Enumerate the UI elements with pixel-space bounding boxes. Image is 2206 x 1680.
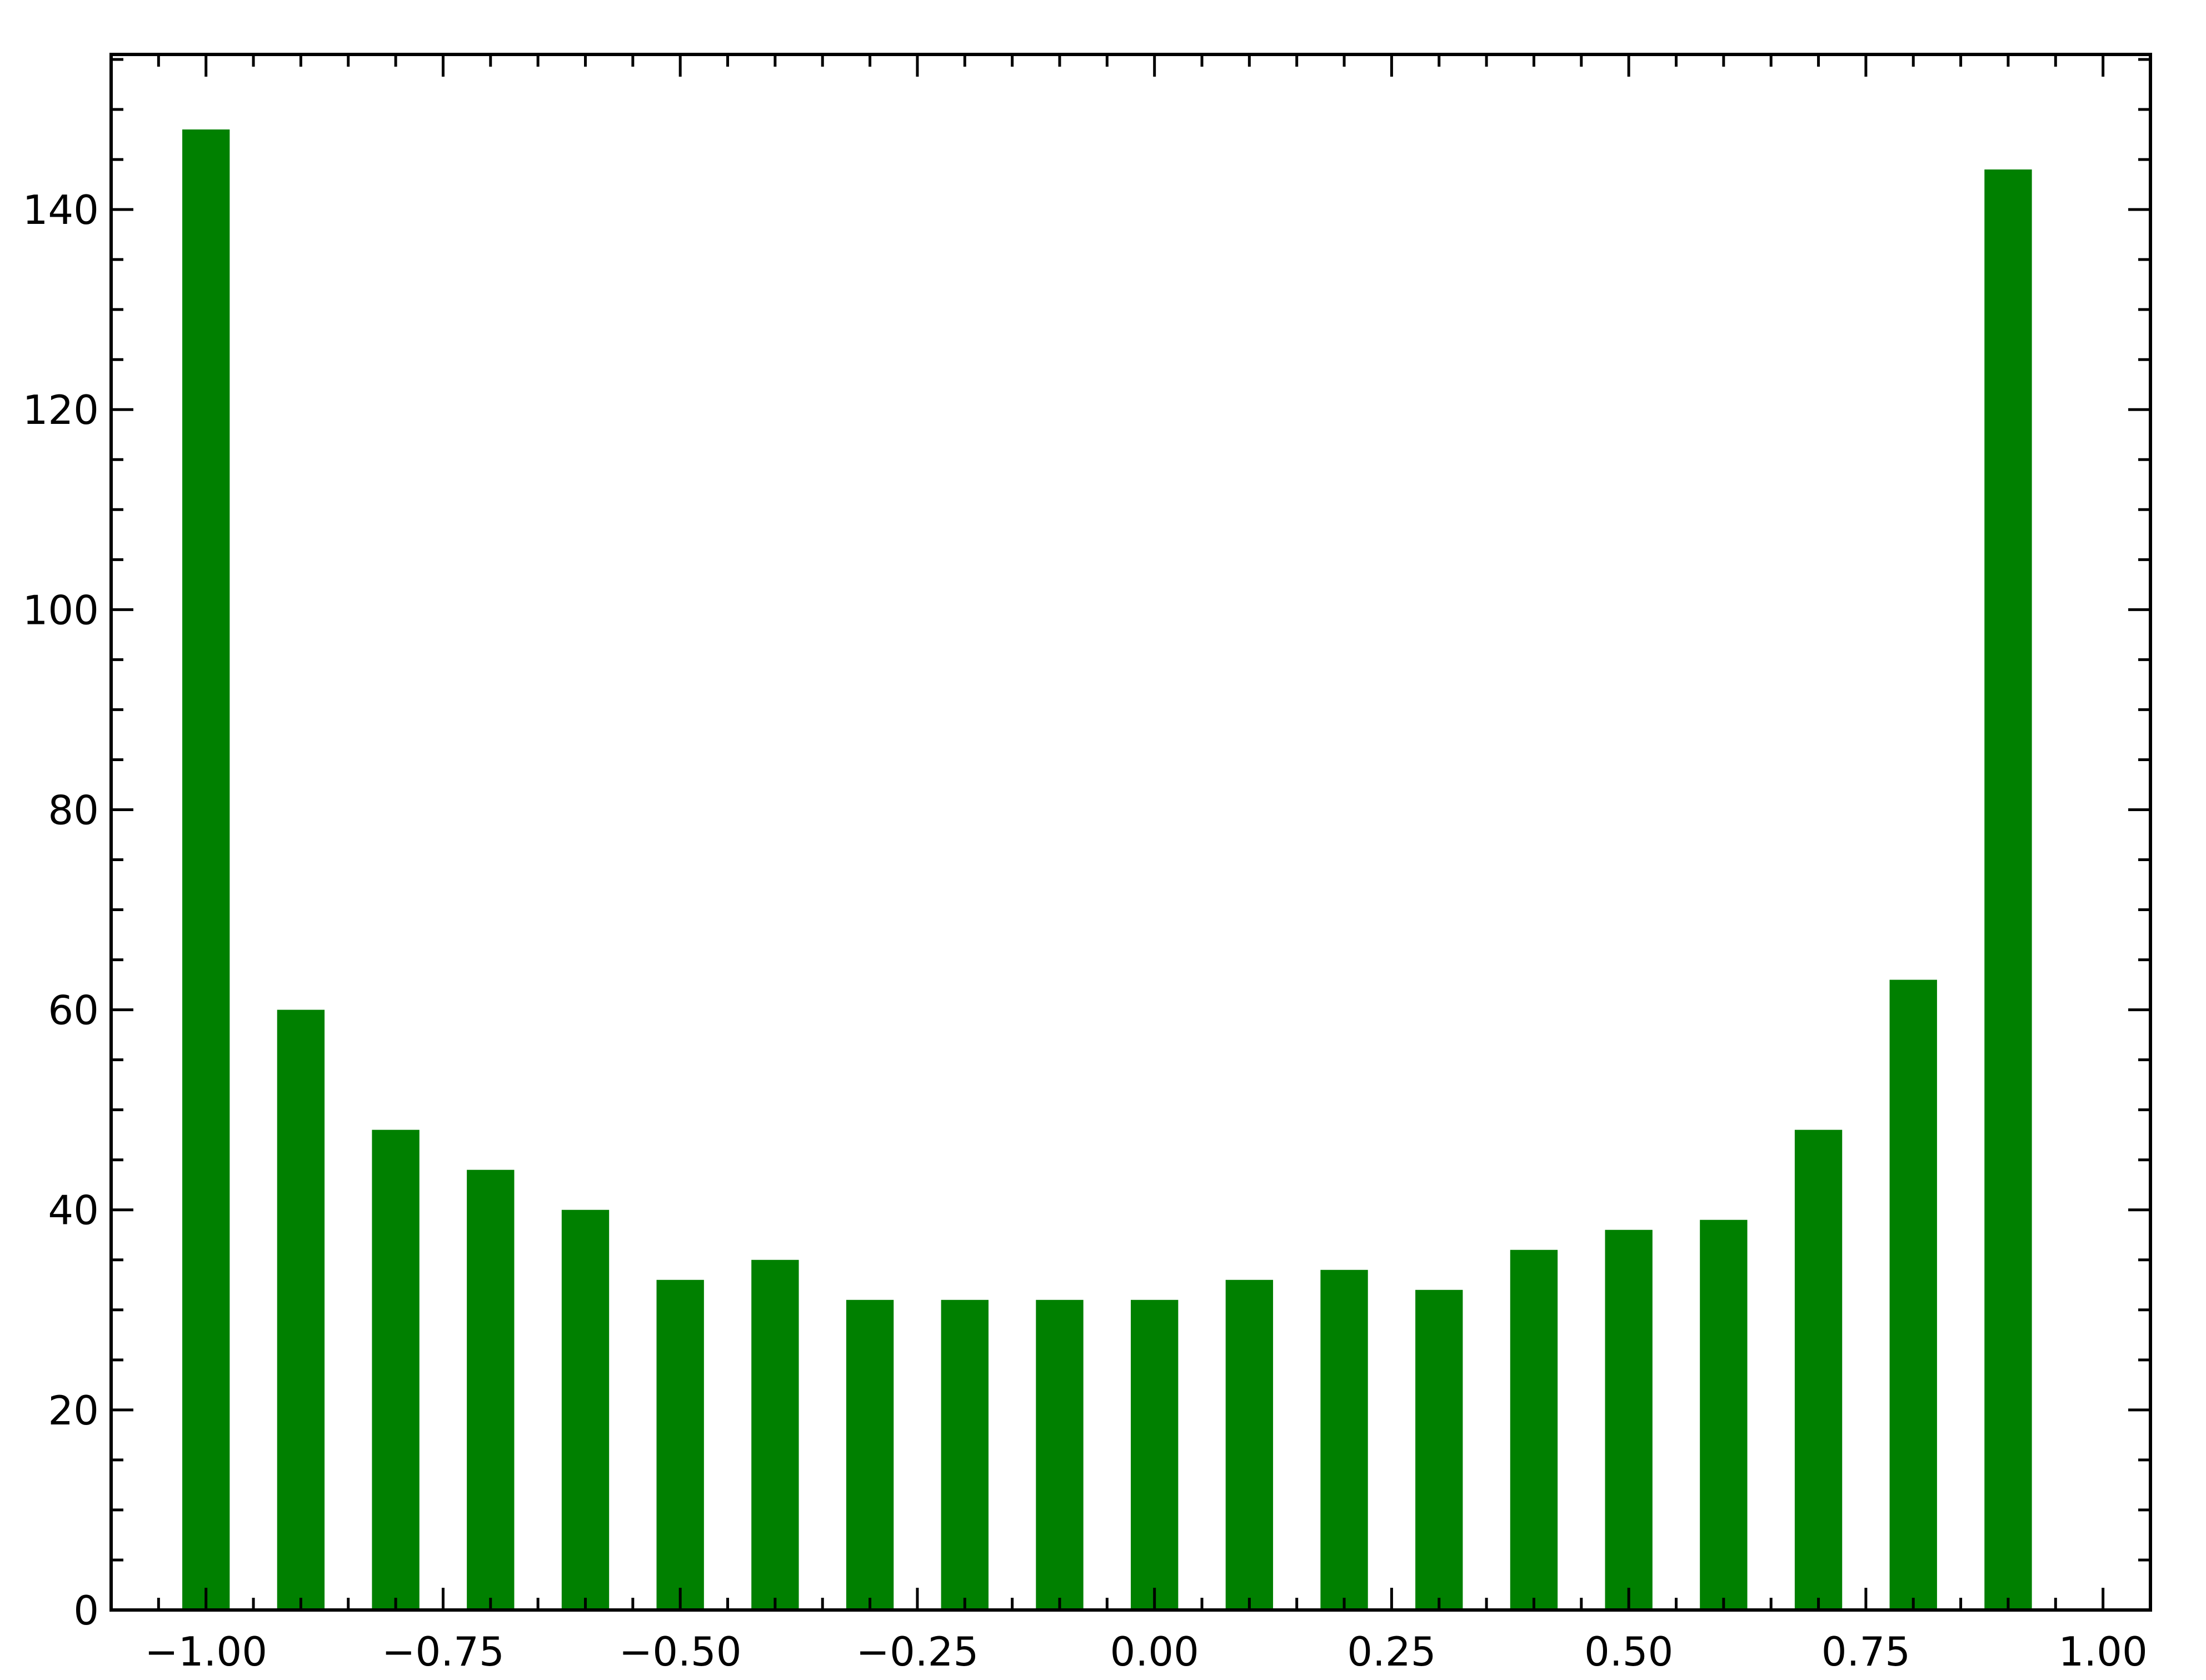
bar-1 — [277, 1009, 325, 1610]
x-tick-label: 0.75 — [1821, 1628, 1910, 1675]
y-tick-label: 120 — [23, 387, 99, 433]
x-tick-label: 0.25 — [1347, 1628, 1436, 1675]
bar-3 — [467, 1169, 515, 1610]
y-tick-label: 80 — [48, 787, 99, 833]
y-tick-label: 60 — [48, 987, 99, 1034]
x-tick-label: −1.00 — [144, 1628, 267, 1675]
bars-layer — [182, 129, 2032, 1610]
x-tick-label: −0.25 — [856, 1628, 979, 1675]
bar-12 — [1320, 1269, 1368, 1610]
bar-16 — [1700, 1219, 1748, 1610]
bar-13 — [1415, 1289, 1463, 1610]
y-tick-label: 140 — [23, 187, 99, 233]
plot-frame — [109, 53, 2152, 1612]
bar-5 — [656, 1279, 704, 1610]
bar-4 — [561, 1209, 610, 1610]
x-tick-label: −0.50 — [619, 1628, 742, 1675]
y-tick-label: 20 — [48, 1387, 99, 1434]
bar-2 — [372, 1129, 420, 1610]
tick-labels-layer: −1.00 −0.75 −0.50 −0.25 0.00 0.25 0.50 0.75 1.00… — [23, 187, 2148, 1675]
bar-11 — [1225, 1279, 1274, 1610]
x-tick-label: 0.00 — [1110, 1628, 1199, 1675]
bar-14 — [1510, 1249, 1558, 1610]
bar-6 — [751, 1259, 799, 1610]
x-tick-label: 1.00 — [2058, 1628, 2147, 1675]
bar-7 — [846, 1299, 894, 1610]
x-tick-label: −0.75 — [382, 1628, 505, 1675]
bar-10 — [1131, 1299, 1179, 1610]
bar-18 — [1889, 979, 1937, 1610]
y-tick-label: 40 — [48, 1187, 99, 1234]
y-tick-label: 0 — [73, 1587, 99, 1634]
bar-9 — [1036, 1299, 1084, 1610]
y-tick-label: 100 — [23, 587, 99, 633]
bar-0 — [182, 129, 230, 1610]
bar-8 — [941, 1299, 989, 1610]
bar-17 — [1794, 1129, 1843, 1610]
bar-19 — [1984, 169, 2032, 1610]
bar-15 — [1605, 1229, 1653, 1610]
x-tick-label: 0.50 — [1584, 1628, 1673, 1675]
